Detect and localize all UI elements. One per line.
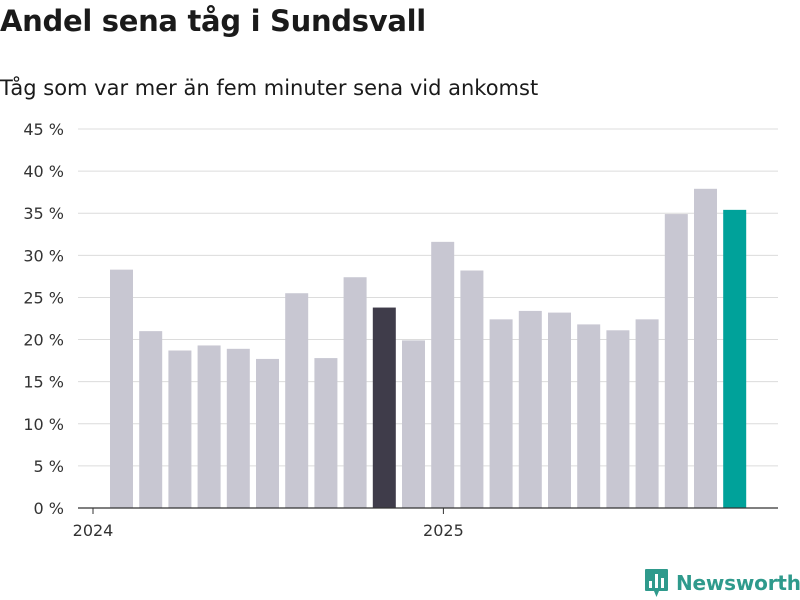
- y-tick-label: 40 %: [23, 162, 64, 181]
- bar: 2025-06: 21.1 %: [606, 330, 630, 508]
- y-tick-label: 35 %: [23, 204, 64, 223]
- x-tick-label: 2025: [423, 521, 464, 540]
- bar: 2025-03: 23.4 %: [518, 310, 542, 508]
- y-tick-label: 5 %: [34, 457, 64, 476]
- bar: 2025-08: 34.9 %: [664, 214, 688, 508]
- gridlines: [78, 128, 778, 467]
- brand-logo: Newsworthy: [644, 568, 800, 598]
- bar: 2025-04: 23.2 %: [548, 312, 571, 508]
- bar: 2025-07: 22.4 %: [635, 319, 659, 508]
- brand-name: Newsworthy: [676, 571, 800, 595]
- bar: 2024-08: 17.8 %: [314, 358, 338, 508]
- bar: 2024-04: 19.3 %: [197, 345, 221, 508]
- bar: 2024-07: 25.5 %: [285, 293, 309, 508]
- bar-highlight: 2024-10: 23.8 %: [372, 307, 396, 508]
- bar-chart: 2024-01: 28.3 % 2024-02: 21 %2024-03: 18.…: [23, 120, 778, 540]
- bar: 2024-02: 21 %: [139, 331, 163, 508]
- y-tick-label: 45 %: [23, 120, 64, 139]
- chart-title: Andel sena tåg i Sundsvall: [0, 4, 426, 38]
- x-tick-label: 2024: [73, 521, 114, 540]
- y-tick-label: 20 %: [23, 331, 64, 350]
- axes: 0 % 5 % 10 % 15 % 20 % 25 % 30 % 35 % 40 % 45 % 20…: [23, 120, 778, 540]
- bar-latest: 2025-10: 35.4 %: [723, 209, 747, 508]
- bar: 2025-01: 28.2 %: [460, 270, 484, 508]
- y-tick-label: 30 %: [23, 246, 64, 265]
- bars: 2024-01: 28.3 % 2024-02: 21 %2024-03: 18.…: [110, 188, 747, 508]
- y-tick-label: 0 %: [34, 499, 64, 518]
- bar: 2024-11: 19.9 %: [402, 340, 425, 508]
- bar: 2025-05: 21.8 %: [577, 324, 601, 508]
- y-tick-label: 10 %: [23, 415, 64, 434]
- bar: 2024-01: 28.3 %: [110, 269, 133, 508]
- y-tick-label: 15 %: [23, 373, 64, 392]
- bar: 2024-09: 27.4 %: [343, 277, 367, 508]
- bar: 2024-06: 17.7 %: [256, 358, 279, 508]
- bar: 2024-03: 18.7 %: [168, 350, 192, 508]
- chart-subtitle: Tåg som var mer än fem minuter sena vid …: [0, 76, 539, 100]
- y-tick-label: 25 %: [23, 288, 64, 307]
- bar: 2025-02: 22.4 %: [489, 319, 513, 508]
- newsworthy-logo-icon: [645, 569, 668, 597]
- bar: 2025-09: 37.9 %: [694, 188, 717, 508]
- bar: 2024-05: 18.9 %: [226, 348, 250, 508]
- bar: 2024-12: 31.6 %: [431, 241, 455, 508]
